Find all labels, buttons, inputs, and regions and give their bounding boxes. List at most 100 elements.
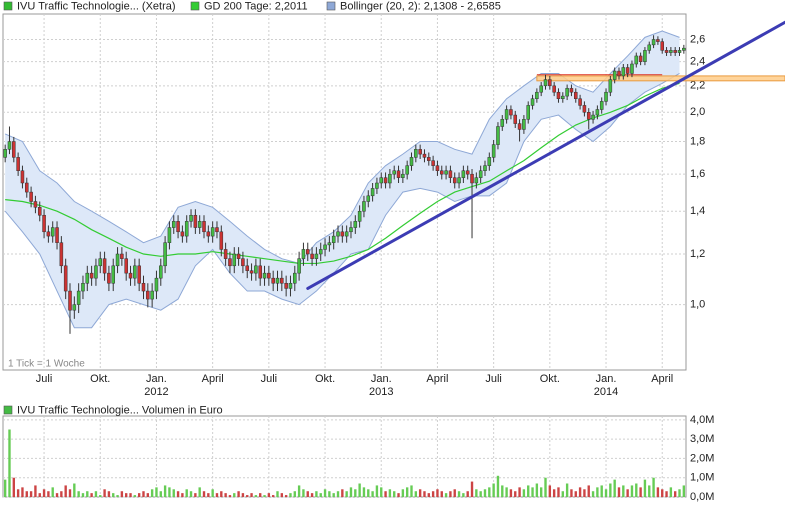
- volume-bar: [81, 493, 85, 497]
- candle-body: [349, 227, 353, 233]
- volume-bar: [103, 489, 106, 497]
- candle-body: [344, 231, 349, 237]
- candle-body: [184, 221, 189, 237]
- volume-bar: [384, 491, 387, 497]
- volume-bar: [332, 493, 335, 497]
- candle-body: [375, 182, 379, 189]
- volume-bar: [297, 485, 301, 497]
- candle-body: [25, 182, 29, 193]
- candle-body: [643, 50, 647, 62]
- volume-bar: [652, 477, 655, 497]
- candle-body: [284, 282, 288, 289]
- candle-body: [150, 290, 154, 300]
- x-tick-label: Jan.: [596, 373, 617, 385]
- candle-body: [414, 149, 418, 158]
- candle-body: [340, 231, 345, 237]
- volume-bar: [531, 487, 534, 497]
- volume-bar: [38, 493, 41, 497]
- candle-body: [146, 290, 150, 300]
- candle-body: [370, 188, 375, 197]
- candle-body: [280, 277, 284, 284]
- volume-bar: [315, 491, 318, 497]
- volume-bar: [86, 491, 89, 497]
- volume-bar: [94, 491, 98, 497]
- candle-body: [452, 177, 457, 184]
- volume-bar: [328, 491, 331, 497]
- candle-body: [660, 41, 664, 51]
- x-tick-label: Jan.: [146, 373, 167, 385]
- volume-bar: [120, 491, 124, 497]
- legend-label: IVU Traffic Technologie... Volumen in Eu…: [17, 404, 223, 416]
- volume-bar: [587, 485, 590, 497]
- candle-body: [530, 98, 535, 106]
- volume-bar: [574, 491, 577, 497]
- volume-bar: [388, 489, 392, 497]
- candle-body: [16, 157, 20, 171]
- candle-body: [379, 177, 384, 184]
- volume-bar: [345, 491, 348, 497]
- trendline: [306, 20, 785, 290]
- volume-bar: [583, 489, 586, 497]
- volume-bar: [613, 479, 616, 497]
- candle-body: [401, 173, 405, 178]
- candle-body: [651, 39, 656, 46]
- candle-body: [669, 50, 673, 53]
- candle-body: [439, 170, 444, 175]
- candle-body: [202, 221, 206, 233]
- candle-body: [457, 177, 461, 184]
- moving-average: [5, 82, 680, 265]
- candle-body: [431, 160, 435, 166]
- candle-body: [197, 221, 202, 228]
- candle-body: [664, 50, 669, 53]
- candle-body: [102, 258, 107, 274]
- volume-bar: [3, 479, 7, 497]
- volume-bar: [12, 477, 15, 497]
- candle-body: [171, 221, 176, 228]
- candle-body: [137, 265, 141, 284]
- candle-body: [513, 114, 518, 124]
- x-tick-label: Okt.: [540, 373, 560, 385]
- candle-body: [254, 265, 258, 274]
- volume-bar: [479, 491, 482, 497]
- candle-body: [461, 170, 466, 178]
- volume-bar: [401, 489, 405, 497]
- candle-body: [405, 165, 409, 175]
- candle-body: [465, 170, 470, 175]
- candle-body: [470, 173, 474, 184]
- volume-bar: [367, 489, 370, 497]
- volume-bar: [622, 485, 625, 497]
- candle-body: [474, 177, 479, 184]
- x-tick-label: April: [426, 373, 448, 385]
- candle-body: [133, 265, 137, 279]
- candle-body: [638, 55, 643, 62]
- volume-bar: [393, 491, 396, 497]
- candle-body: [120, 253, 124, 259]
- volume-bar: [548, 485, 552, 497]
- x-tick-label: Jan.: [371, 373, 392, 385]
- volume-bar: [492, 483, 495, 497]
- year-label: 2012: [144, 386, 168, 398]
- volume-bar: [501, 485, 504, 497]
- candle-body: [535, 91, 539, 99]
- volume-bar: [661, 489, 664, 497]
- candle-body: [124, 258, 128, 274]
- candle-body: [128, 272, 133, 279]
- volume-bar: [302, 489, 305, 497]
- legend-swatch: [190, 1, 200, 11]
- volume-bar: [55, 493, 59, 497]
- candle-body: [318, 249, 323, 255]
- candle-body: [310, 253, 314, 259]
- y-tick-label: 4,0M: [690, 414, 714, 426]
- candle-body: [50, 227, 55, 237]
- volume-bar: [16, 489, 20, 497]
- volume-bar: [323, 489, 327, 497]
- volume-bar: [185, 489, 188, 497]
- candle-body: [435, 165, 440, 171]
- candle-body: [582, 105, 587, 113]
- candle-body: [496, 126, 500, 145]
- candle-body: [634, 55, 639, 65]
- volume-bar: [129, 493, 132, 497]
- volume-bar: [600, 485, 603, 497]
- candle-body: [362, 201, 366, 212]
